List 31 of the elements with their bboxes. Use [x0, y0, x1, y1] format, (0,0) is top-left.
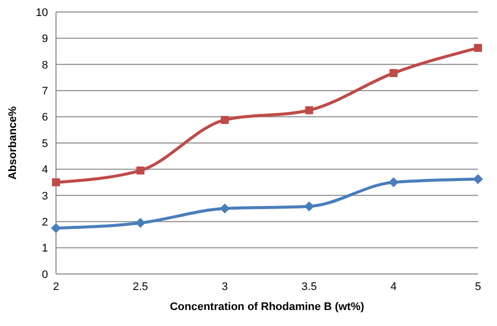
y-tick-label: 7: [42, 86, 48, 98]
y-tick-label: 0: [42, 268, 48, 281]
y-tick-label: 1: [42, 242, 48, 255]
y-tick-label: 4: [42, 164, 48, 176]
point: [220, 116, 229, 124]
point: [390, 69, 398, 78]
y-tick-label: 8: [42, 59, 48, 72]
point: [304, 201, 314, 212]
y-tick-label: 2: [42, 216, 48, 229]
y-axis-title: Absorbance%: [6, 106, 19, 180]
y-tick-label: 3: [42, 190, 48, 202]
point: [474, 44, 482, 52]
point: [305, 106, 314, 114]
x-tick-label: 3: [222, 280, 228, 293]
x-tick-label: 2: [52, 280, 60, 293]
point: [51, 223, 61, 234]
x-tick-label: 4: [390, 280, 397, 293]
y-tick-label: 5: [42, 138, 48, 150]
y-tick-label: 9: [42, 33, 48, 46]
x-axis-title: Concentration of Rhodamine B (wt%): [170, 301, 364, 313]
point: [136, 166, 144, 175]
point: [52, 178, 60, 186]
x-tick-label: 2.5: [132, 280, 148, 293]
point: [220, 204, 230, 214]
y-tick-label: 10: [36, 6, 48, 19]
y-tick-label: 6: [42, 112, 48, 124]
point: [473, 174, 483, 184]
point: [388, 177, 399, 188]
x-tick-label: 3.5: [302, 280, 317, 293]
point: [135, 218, 146, 228]
x-tick-label: 5: [474, 280, 482, 293]
